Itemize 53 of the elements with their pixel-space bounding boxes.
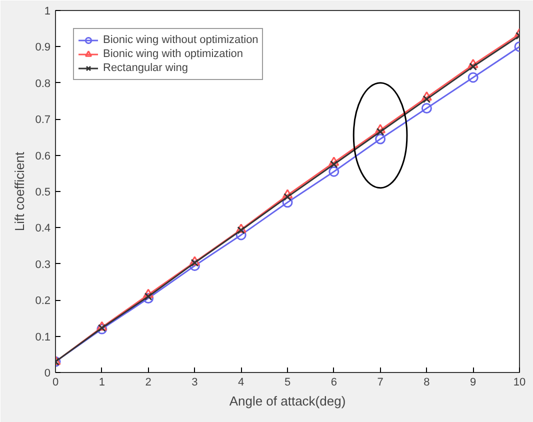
point [236, 224, 246, 233]
y-tick-label: 1 [44, 6, 51, 18]
y-tick-label: 0.7 [35, 114, 51, 126]
point [468, 58, 478, 68]
point [98, 324, 106, 332]
y-tick-label: 0 [44, 368, 51, 380]
point [143, 288, 154, 298]
x-tick-label: 0 [52, 376, 59, 388]
point [375, 124, 386, 134]
point [469, 62, 478, 71]
x-tick-label: 10 [513, 376, 526, 388]
x-tick-label: 2 [145, 376, 152, 388]
x-tick-label: 7 [377, 376, 384, 388]
point [421, 103, 432, 114]
point [284, 193, 292, 201]
point [468, 72, 478, 83]
point [375, 134, 386, 144]
point [237, 226, 246, 234]
point [282, 189, 293, 198]
y-tick-label: 0.5 [35, 186, 51, 198]
legend-label: Bionic wing without optimization [103, 33, 258, 47]
point [328, 166, 340, 177]
x-tick-label: 1 [98, 376, 105, 388]
x-axis-title: Angle of attack(deg) [229, 394, 346, 408]
y-tick-label: 0.9 [35, 42, 51, 54]
point [96, 321, 108, 331]
x-tick-label: 5 [284, 376, 291, 388]
y-tick-label: 0.2 [35, 295, 51, 308]
y-tick-label: 0.6 [35, 150, 51, 162]
y-tick-label: 0.4 [35, 222, 51, 235]
x-tick-label: 8 [424, 376, 430, 388]
legend-label: Rectangular wing [103, 61, 188, 75]
x-tick-label: 9 [470, 376, 476, 388]
point [143, 293, 154, 304]
point [328, 156, 340, 166]
point [376, 128, 384, 136]
point [282, 197, 293, 208]
point [144, 292, 152, 300]
point [190, 258, 199, 267]
legend-label: Bionic wing with optimization [103, 47, 244, 61]
point [189, 256, 200, 266]
point [330, 160, 338, 168]
point [421, 91, 432, 101]
point [189, 260, 200, 271]
y-tick-label: 0.1 [35, 331, 51, 344]
x-tick-label: 3 [192, 376, 198, 388]
x-tick-label: 4 [238, 376, 244, 388]
y-tick-label: 0.3 [35, 258, 51, 271]
point [422, 95, 431, 104]
y-axis-title: Lift coefficient [12, 151, 28, 232]
x-tick-label: 6 [330, 376, 337, 388]
y-tick-label: 0.8 [35, 78, 51, 90]
point [96, 324, 108, 334]
